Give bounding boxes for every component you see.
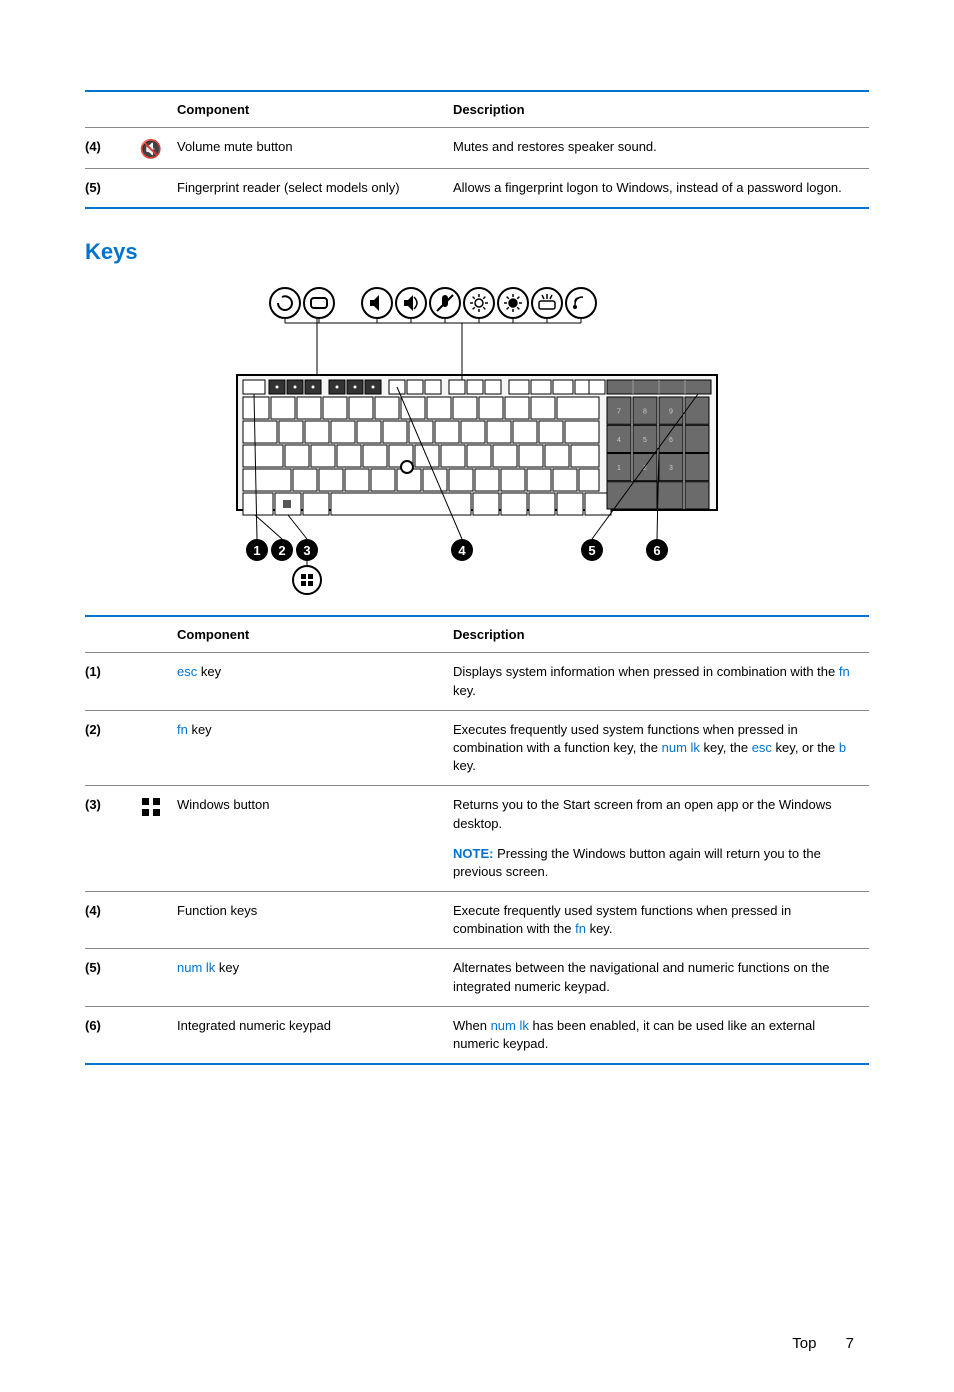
row-icon-cell [131,949,177,1006]
row-component: Integrated numeric keypad [177,1006,453,1064]
windows-icon [142,798,160,816]
table-row: (5) num lk keyAlternates between the navi… [85,949,869,1006]
row-component: Fingerprint reader (select models only) [177,169,453,209]
row-description: Alternates between the navigational and … [453,949,869,1006]
svg-text:3: 3 [669,466,673,473]
svg-text:2: 2 [278,543,285,558]
row-icon-cell [131,1006,177,1064]
table-row: (4) 🔇 Volume mute buttonMutes and restores… [85,128,869,169]
row-number: (3) [85,786,131,892]
row-component: Volume mute button [177,128,453,169]
row-component: esc key [177,653,453,710]
table-header-description: Description [453,91,869,128]
svg-text:5: 5 [588,543,595,558]
table-header-component: Component [177,616,453,653]
row-number: (5) [85,169,131,209]
svg-text:4: 4 [458,543,466,558]
table-header-component: Component [177,91,453,128]
row-description: Returns you to the Start screen from an … [453,786,869,892]
page-footer: Top 7 [85,1335,869,1352]
row-description: Allows a fingerprint logon to Windows, i… [453,169,869,209]
svg-text:8: 8 [643,409,647,416]
page-content: Component Description (4) 🔇 Volume mute bu… [0,0,954,1392]
row-icon-cell [131,786,177,892]
row-icon-cell: 🔇 [131,128,177,169]
row-component: num lk key [177,949,453,1006]
row-description: Execute frequently used system functions… [453,892,869,949]
svg-text:6: 6 [653,543,660,558]
row-description: Displays system information when pressed… [453,653,869,710]
row-description: When num lk has been enabled, it can be … [453,1006,869,1064]
top-components-table: Component Description (4) 🔇 Volume mute bu… [85,90,869,209]
row-icon-cell [131,169,177,209]
keyboard-diagram: 789456123.123456 [227,285,727,595]
table-row: (3) Windows buttonReturns you to the Star… [85,786,869,892]
row-icon-cell [131,892,177,949]
svg-text:1: 1 [253,543,260,558]
row-component: Windows button [177,786,453,892]
row-number: (2) [85,710,131,786]
row-number: (4) [85,892,131,949]
row-component: fn key [177,710,453,786]
row-component: Function keys [177,892,453,949]
row-icon-cell [131,710,177,786]
mute-icon: 🔇 [140,139,162,159]
footer-page-number: 7 [846,1335,854,1352]
row-number: (6) [85,1006,131,1064]
svg-text:4: 4 [617,437,621,444]
keys-table: Component Description (1) esc keyDisplays… [85,615,869,1065]
footer-section: Top [792,1335,816,1352]
row-description: Executes frequently used system function… [453,710,869,786]
row-number: (1) [85,653,131,710]
table-row: (4) Function keysExecute frequently used … [85,892,869,949]
keys-heading: Keys [85,239,869,265]
table-row: (5) Fingerprint reader (select models onl… [85,169,869,209]
table-row: (1) esc keyDisplays system information wh… [85,653,869,710]
svg-text:7: 7 [617,409,621,416]
table-row: (6) Integrated numeric keypadWhen num lk … [85,1006,869,1064]
table-header-description: Description [453,616,869,653]
svg-text:6: 6 [669,437,673,444]
svg-text:5: 5 [643,437,647,444]
svg-text:3: 3 [303,543,310,558]
row-number: (4) [85,128,131,169]
row-icon-cell [131,653,177,710]
table-row: (2) fn keyExecutes frequently used system… [85,710,869,786]
row-number: (5) [85,949,131,1006]
svg-text:9: 9 [669,409,673,416]
svg-text:1: 1 [617,466,621,473]
row-description: Mutes and restores speaker sound. [453,128,869,169]
